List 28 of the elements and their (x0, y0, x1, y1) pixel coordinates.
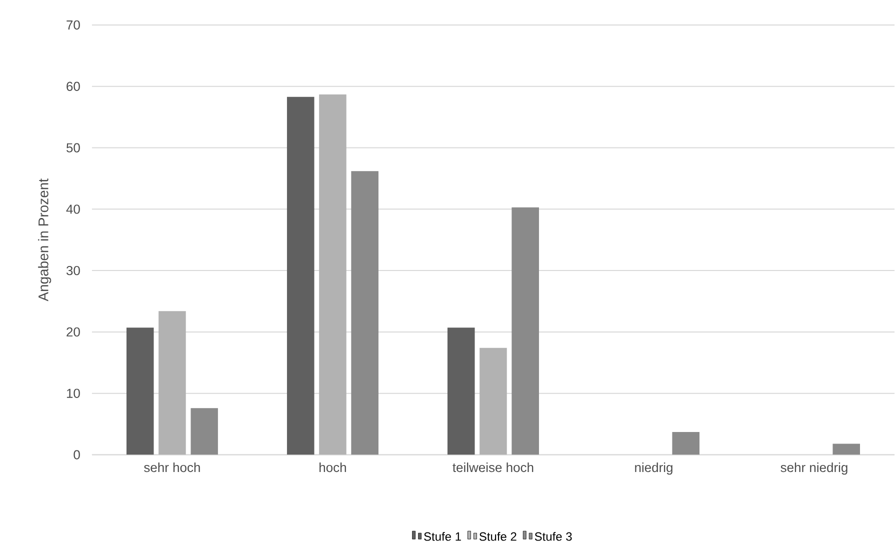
y-tick-label: 30 (66, 266, 80, 276)
x-tick-label: teilweise hoch (452, 462, 534, 472)
y-tick-label: 70 (66, 20, 80, 30)
bar (158, 311, 186, 455)
x-tick-label: sehr niedrig (780, 462, 848, 475)
bar (447, 328, 475, 455)
bar (480, 348, 507, 455)
legend-label: Stufe 3 (534, 532, 572, 541)
bar (319, 94, 346, 455)
x-tick-label: hoch (320, 462, 346, 472)
bar (672, 432, 700, 455)
y-tick-label: 50 (66, 143, 80, 152)
y-tick-label: 20 (66, 327, 80, 336)
bar (351, 171, 378, 455)
bar (832, 444, 860, 455)
y-tick-label: 40 (66, 204, 80, 214)
y-tick-label: 0 (74, 450, 80, 460)
legend-label: Stufe 1 (424, 532, 461, 541)
bar (512, 207, 539, 455)
legend-label: Stufe 2 (479, 532, 516, 541)
y-tick-label: 60 (66, 82, 80, 91)
bar (126, 328, 154, 455)
y-axis-title: Angaben in Prozent (38, 178, 52, 302)
bar (286, 96, 314, 455)
y-tick-label: 10 (66, 388, 80, 398)
x-tick-label: niedrig (635, 462, 672, 475)
bar (190, 408, 218, 455)
x-tick-label: sehr hoch (144, 462, 200, 472)
